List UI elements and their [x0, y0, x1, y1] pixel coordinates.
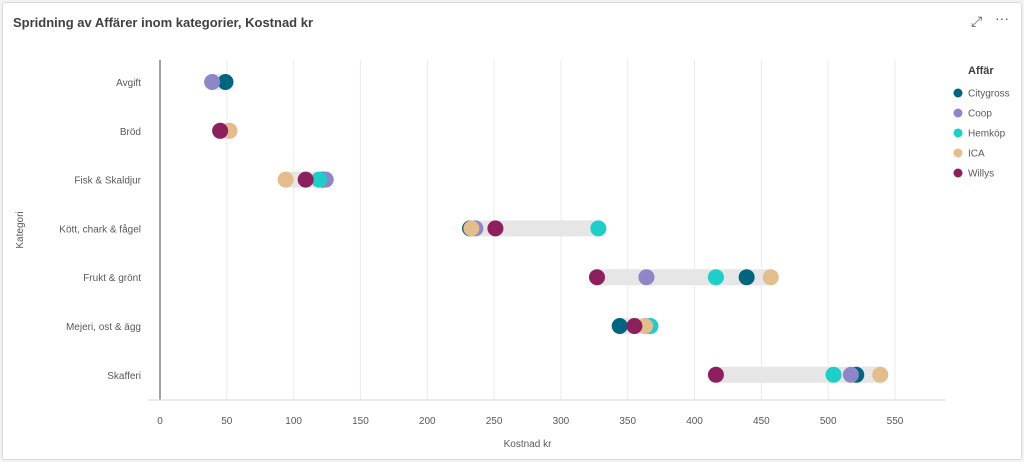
y-tick-label: Frukt & grönt — [83, 273, 141, 284]
x-tick-label: 0 — [157, 416, 163, 427]
data-point-ica — [463, 220, 480, 237]
range-bar — [588, 269, 779, 286]
y-axis-title: Kategori — [15, 211, 26, 248]
data-point-willys — [626, 318, 643, 334]
legend-label: Citygross — [968, 89, 1010, 100]
data-point-citygross — [611, 318, 628, 334]
data-point-citygross — [738, 269, 755, 286]
range-bar — [462, 220, 607, 237]
legend-marker — [953, 168, 963, 178]
x-tick-label: 500 — [820, 416, 837, 427]
x-tick-label: 400 — [686, 416, 703, 427]
legend-marker — [953, 88, 963, 98]
data-point-coop — [842, 366, 859, 383]
y-tick-label: Kött, chark & fågel — [59, 223, 141, 235]
data-point-coop — [638, 269, 655, 286]
legend-label: Coop — [968, 109, 992, 120]
legend-marker — [953, 148, 963, 158]
data-point-coop — [204, 74, 221, 90]
data-point-hemköp — [825, 366, 842, 383]
y-tick-label: Fisk & Skaldjur — [74, 176, 141, 187]
data-point-hemköp — [707, 269, 724, 286]
legend-label: Willys — [968, 169, 994, 180]
data-point-willys — [707, 366, 724, 383]
y-tick-label: Avgift — [116, 78, 141, 89]
data-point-willys — [212, 122, 229, 139]
data-point-hemköp — [311, 171, 328, 188]
x-tick-label: 550 — [887, 416, 904, 427]
legend-marker — [953, 108, 963, 118]
x-tick-label: 100 — [285, 416, 302, 427]
data-point-ica — [872, 366, 889, 383]
x-tick-label: 450 — [753, 416, 770, 427]
range-bar — [707, 366, 889, 383]
data-point-willys — [588, 269, 605, 286]
x-tick-label: 300 — [553, 416, 570, 427]
data-point-citygross — [217, 74, 234, 90]
data-point-ica — [762, 269, 779, 286]
legend-marker — [953, 128, 963, 138]
x-axis-title: Kostnad kr — [504, 439, 552, 450]
x-tick-label: 200 — [419, 416, 436, 427]
x-tick-label: 250 — [486, 416, 503, 427]
expand-icon[interactable]: ⤢ — [971, 13, 983, 29]
x-tick-label: 150 — [352, 416, 369, 427]
legend-title: Affär — [968, 65, 994, 77]
x-tick-label: 50 — [221, 416, 233, 427]
data-point-hemköp — [590, 220, 607, 237]
y-tick-label: Mejeri, ost & ägg — [66, 322, 141, 333]
legend-label: Hemköp — [968, 129, 1006, 140]
legend-label: ICA — [968, 149, 985, 160]
more-icon[interactable]: ··· — [995, 10, 1009, 26]
x-tick-label: 350 — [619, 416, 636, 427]
data-point-willys — [487, 220, 504, 237]
data-point-willys — [297, 171, 314, 188]
y-tick-label: Skafferi — [107, 371, 141, 382]
data-point-ica — [277, 171, 294, 188]
y-tick-label: Bröd — [120, 127, 141, 138]
chart-title: Spridning av Affärer inom kategorier, Ko… — [13, 15, 314, 30]
